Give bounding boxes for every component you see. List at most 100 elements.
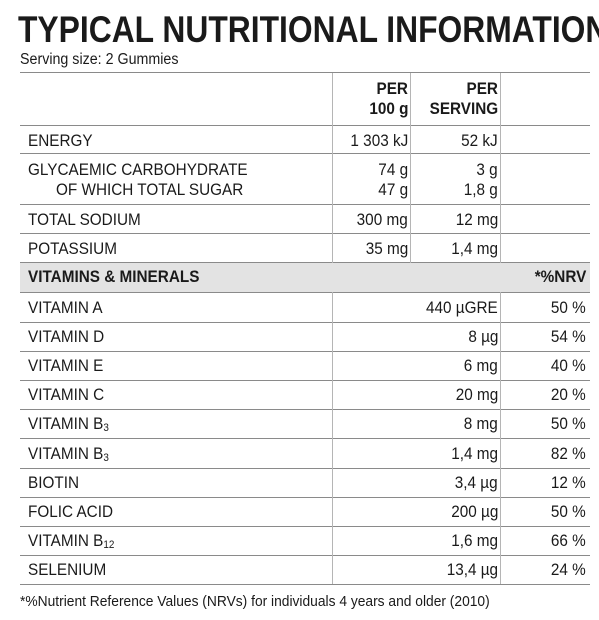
vitamin-label: SELENIUM	[28, 560, 106, 580]
row-divider	[20, 233, 590, 234]
footnote: *%Nutrient Reference Values (NRVs) for i…	[20, 593, 490, 610]
vitamin-nrv: 82 %	[551, 443, 586, 463]
vitamin-serving: 3,4 µg	[455, 472, 498, 492]
vitamin-name: VITAMIN B	[28, 530, 104, 550]
vitamin-name: VITAMIN D	[28, 327, 105, 347]
row-divider	[20, 468, 590, 469]
table-row: POTASSIUM 35 mg 1,4 mg	[20, 239, 590, 259]
row-divider	[20, 555, 590, 556]
vitamin-name: SELENIUM	[28, 559, 107, 579]
nutrient-serving: 3 g	[476, 160, 498, 179]
table-row: OF WHICH TOTAL SUGAR 47 g 1,8 g	[20, 180, 590, 200]
nutrient-serving: 12 mg	[455, 210, 498, 229]
section-label: VITAMINS & MINERALS	[28, 267, 200, 286]
nutrient-label: POTASSIUM	[28, 239, 117, 258]
nutrient-label: GLYCAEMIC CARBOHYDRATE	[28, 160, 248, 179]
table-row: VITAMIN B3 8 mg 50 %	[20, 414, 590, 434]
vitamin-nrv: 66 %	[551, 530, 586, 550]
vitamin-name: FOLIC ACID	[28, 501, 114, 521]
row-divider	[20, 584, 590, 585]
vitamin-serving: 8 mg	[463, 414, 498, 434]
header-per100-line2: 100 g	[368, 99, 408, 118]
nutrient-label: ENERGY	[28, 131, 93, 150]
vitamin-serving: 1,6 mg	[451, 530, 498, 550]
vitamin-label: FOLIC ACID	[28, 502, 113, 522]
vitamin-nrv: 40 %	[551, 356, 586, 376]
vitamin-subscript: 3	[103, 422, 109, 435]
table-row: VITAMIN B12 1,6 mg 66 %	[20, 531, 590, 551]
table-row: VITAMIN E 6 mg 40 %	[20, 356, 590, 376]
vitamin-nrv: 24 %	[551, 559, 586, 579]
nutrient-per100: 47 g	[378, 180, 408, 199]
header-perserving-line1: PER	[466, 79, 498, 98]
vitamin-subscript: 3	[103, 451, 109, 464]
vitamin-label: VITAMIN B3	[28, 414, 109, 438]
column-divider	[332, 73, 333, 263]
vitamin-serving: 13,4 µg	[446, 559, 498, 579]
table-row: VITAMIN B3 1,4 mg 82 %	[20, 444, 590, 464]
vitamin-label: BIOTIN	[28, 473, 79, 493]
table-header-row: PER 100 g PER SERVING	[20, 77, 590, 121]
row-divider	[20, 204, 590, 205]
vitamin-label: VITAMIN E	[28, 356, 103, 376]
column-divider	[500, 73, 501, 263]
vitamin-serving: 200 µg	[450, 501, 498, 521]
nutrient-serving: 1,8 g	[463, 180, 498, 199]
vitamin-name: VITAMIN C	[28, 385, 105, 405]
vitamin-label: VITAMIN B3	[28, 444, 109, 468]
table-row: VITAMIN C 20 mg 20 %	[20, 385, 590, 405]
table-row: GLYCAEMIC CARBOHYDRATE 74 g 3 g	[20, 160, 590, 180]
vitamin-name: VITAMIN E	[28, 356, 104, 376]
vitamin-subscript: 12	[103, 538, 115, 551]
table-row: ENERGY 1 303 kJ 52 kJ	[20, 131, 590, 151]
nutrient-label: TOTAL SODIUM	[28, 210, 141, 229]
row-divider	[20, 153, 590, 154]
table-row: TOTAL SODIUM 300 mg 12 mg	[20, 210, 590, 230]
nutrient-label: OF WHICH TOTAL SUGAR	[56, 180, 244, 199]
row-divider	[20, 409, 590, 410]
vitamin-serving: 440 µGRE	[426, 298, 498, 317]
vitamin-nrv: 20 %	[551, 385, 586, 405]
row-divider	[20, 322, 590, 323]
row-divider	[20, 438, 590, 439]
vitamin-label: VITAMIN A	[28, 298, 103, 318]
vitamin-nrv: 50 %	[551, 501, 586, 521]
row-divider	[20, 497, 590, 498]
table-row: VITAMIN D 8 µg 54 %	[20, 327, 590, 347]
row-divider	[20, 351, 590, 352]
vitamin-name: BIOTIN	[28, 472, 80, 492]
vitamin-nrv: 50 %	[551, 298, 586, 317]
page-title: TYPICAL NUTRITIONAL INFORMATION	[18, 9, 599, 50]
column-divider	[332, 292, 333, 584]
top-rule	[20, 72, 590, 73]
vitamin-serving: 8 µg	[467, 327, 498, 347]
row-divider	[20, 526, 590, 527]
table-row: BIOTIN 3,4 µg 12 %	[20, 473, 590, 493]
vitamin-nrv: 54 %	[551, 327, 586, 347]
row-divider	[20, 380, 590, 381]
vitamin-serving: 20 mg	[455, 385, 498, 405]
nutrient-serving: 52 kJ	[461, 131, 498, 150]
vitamin-serving: 6 mg	[463, 356, 498, 376]
table-row: SELENIUM 13,4 µg 24 %	[20, 560, 590, 580]
column-divider	[500, 292, 501, 584]
row-divider	[20, 262, 590, 263]
header-per100-line1: PER	[376, 79, 408, 98]
serving-size: Serving size: 2 Gummies	[20, 51, 179, 68]
nutrient-serving: 1,4 mg	[451, 239, 498, 258]
nutrient-per100: 1 303 kJ	[350, 131, 408, 150]
vitamins-section-header: VITAMINS & MINERALS *%NRV	[20, 263, 590, 292]
vitamin-label: VITAMIN D	[28, 327, 104, 347]
table-row: FOLIC ACID 200 µg 50 %	[20, 502, 590, 522]
vitamin-serving: 1,4 mg	[451, 443, 498, 463]
nutrient-per100: 74 g	[378, 160, 408, 179]
row-divider	[20, 125, 590, 126]
nutrient-per100: 300 mg	[356, 210, 408, 229]
row-divider	[20, 292, 590, 293]
nutrient-per100: 35 mg	[365, 239, 408, 258]
vitamin-name: VITAMIN B	[28, 414, 104, 434]
vitamin-name: VITAMIN A	[28, 298, 103, 317]
vitamin-label: VITAMIN B12	[28, 531, 114, 555]
vitamin-nrv: 12 %	[551, 472, 586, 492]
vitamin-nrv: 50 %	[551, 414, 586, 434]
